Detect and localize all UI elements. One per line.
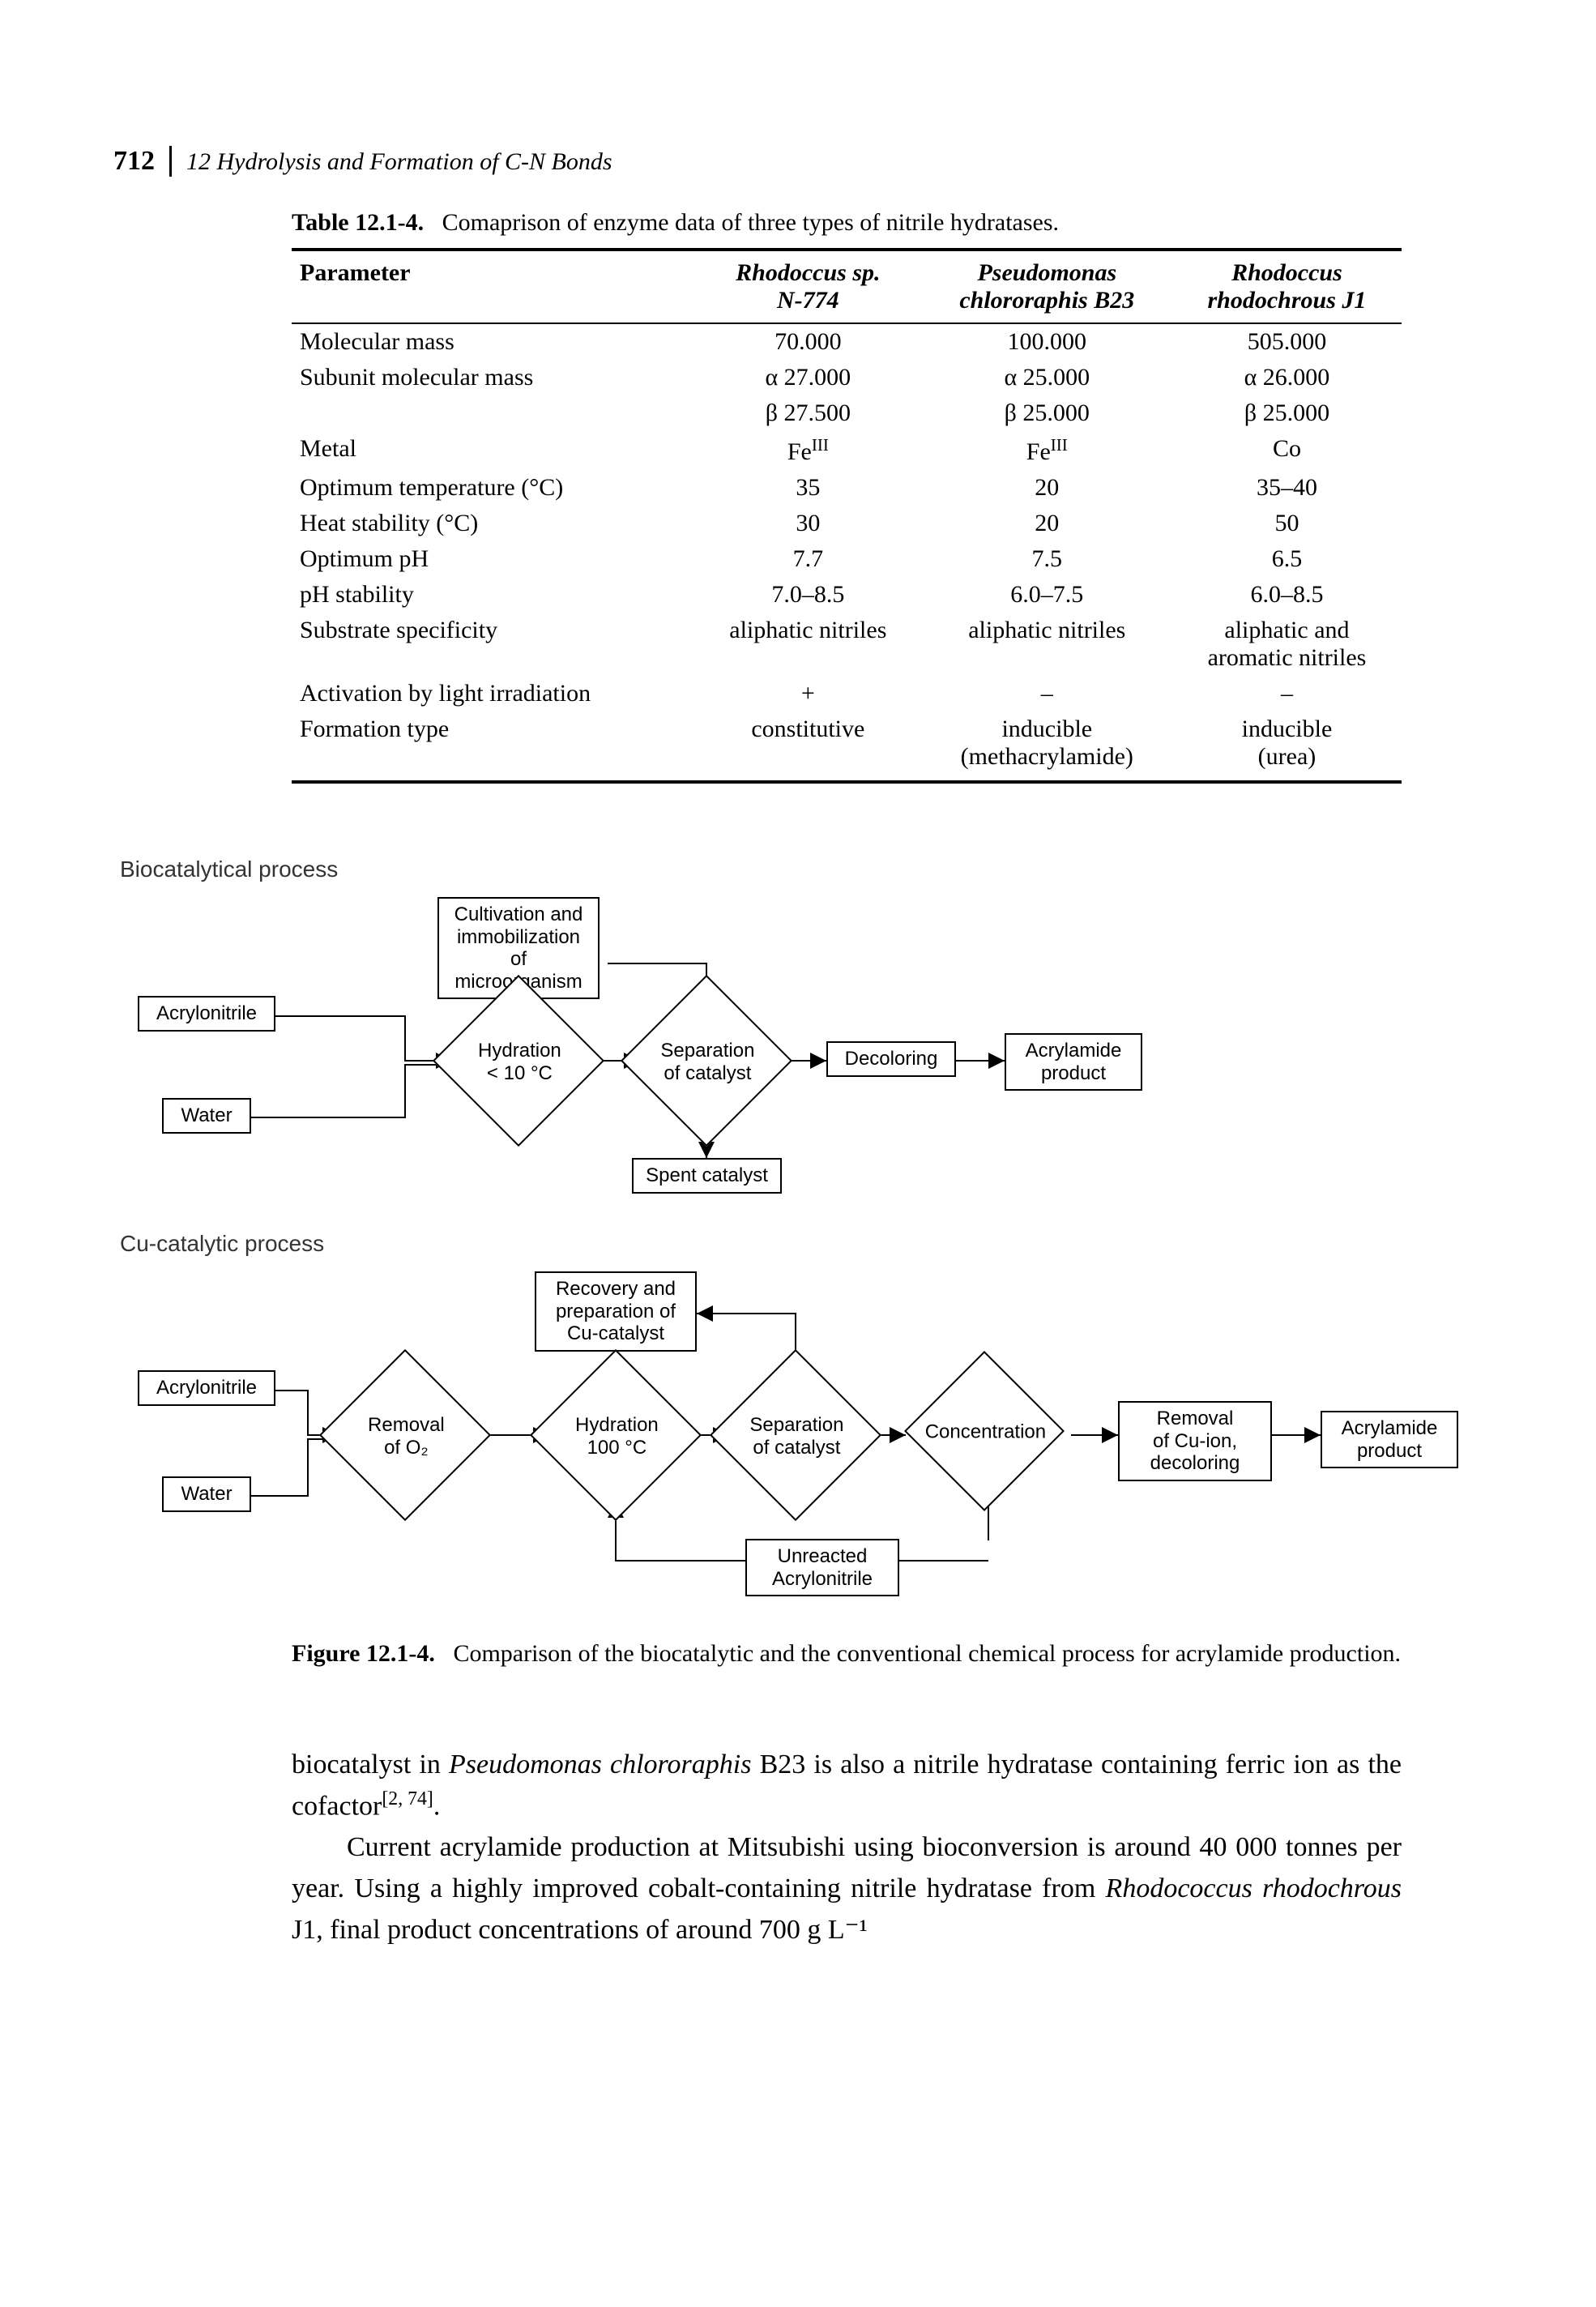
col-3: Rhodoccus rhodochrous J1 xyxy=(1172,250,1402,323)
table-cell: 100.000 xyxy=(922,323,1172,360)
table-cell: 7.7 xyxy=(694,541,922,577)
table-cell: Optimum temperature (°C) xyxy=(292,470,694,506)
table-cell: Co xyxy=(1172,431,1402,470)
node-recovery: Recovery and preparation of Cu-catalyst xyxy=(535,1271,697,1352)
table-cell: 20 xyxy=(922,506,1172,541)
table-row: Formation typeconstitutiveinducible (met… xyxy=(292,711,1402,782)
table-row: Optimum pH7.77.56.5 xyxy=(292,541,1402,577)
table-block: Table 12.1-4. Comaprison of enzyme data … xyxy=(292,209,1402,784)
table-cell: Subunit molecular mass xyxy=(292,360,694,395)
table-cell: 6.0–7.5 xyxy=(922,577,1172,613)
cu-flowchart: Recovery and preparation of Cu-catalyst … xyxy=(113,1265,1442,1613)
node-product-2: Acrylamide product xyxy=(1321,1411,1458,1468)
table-cell: 6.5 xyxy=(1172,541,1402,577)
col-2: Pseudomonas chlororaphis B23 xyxy=(922,250,1172,323)
page-number: 712 xyxy=(113,146,172,177)
table-cell: inducible (urea) xyxy=(1172,711,1402,782)
table-row: MetalFeIIIFeIIICo xyxy=(292,431,1402,470)
table-cell: β 25.000 xyxy=(922,395,1172,431)
table-cell: Substrate specificity xyxy=(292,613,694,676)
chapter-title: 12 Hydrolysis and Formation of C-N Bonds xyxy=(186,148,612,176)
table-cell: 70.000 xyxy=(694,323,922,360)
table-cell: β 27.500 xyxy=(694,395,922,431)
table-cell: 7.0–8.5 xyxy=(694,577,922,613)
col-1: Rhodoccus sp. N-774 xyxy=(694,250,922,323)
figure-caption-text: Comparison of the biocatalytic and the c… xyxy=(453,1640,1401,1667)
node-acrylonitrile-2: Acrylonitrile xyxy=(138,1370,275,1406)
table-cell xyxy=(292,395,694,431)
col-parameter: Parameter xyxy=(292,250,694,323)
paragraph-1: biocatalyst in Pseudomonas chlororaphis … xyxy=(292,1744,1402,1826)
table-cell: 35–40 xyxy=(1172,470,1402,506)
node-unreacted: Unreacted Acrylonitrile xyxy=(745,1539,899,1596)
cu-process-label: Cu-catalytic process xyxy=(120,1231,1450,1257)
table-cell: FeIII xyxy=(922,431,1172,470)
table-cell: Formation type xyxy=(292,711,694,782)
enzyme-table: Parameter Rhodoccus sp. N-774 Pseudomona… xyxy=(292,248,1402,784)
page: 712 12 Hydrolysis and Formation of C-N B… xyxy=(0,0,1596,2307)
table-row: Subunit molecular massα 27.000α 25.000α … xyxy=(292,360,1402,395)
table-cell: aliphatic nitriles xyxy=(922,613,1172,676)
table-cell: 50 xyxy=(1172,506,1402,541)
table-cell: – xyxy=(1172,676,1402,711)
node-decoloring: Decoloring xyxy=(826,1041,956,1077)
table-row: Optimum temperature (°C)352035–40 xyxy=(292,470,1402,506)
table-caption: Table 12.1-4. Comaprison of enzyme data … xyxy=(292,209,1402,237)
table-cell: 35 xyxy=(694,470,922,506)
table-cell: aliphatic and aromatic nitriles xyxy=(1172,613,1402,676)
node-spent: Spent catalyst xyxy=(632,1158,782,1194)
table-cell: Molecular mass xyxy=(292,323,694,360)
table-row: Activation by light irradiation+–– xyxy=(292,676,1402,711)
table-cell: FeIII xyxy=(694,431,922,470)
table-cell: Metal xyxy=(292,431,694,470)
bio-process-label: Biocatalytical process xyxy=(120,857,1450,882)
node-water: Water xyxy=(162,1098,251,1134)
table-cell: α 25.000 xyxy=(922,360,1172,395)
table-cell: pH stability xyxy=(292,577,694,613)
bio-flowchart: Cultivation and immobilization of microo… xyxy=(113,891,1442,1198)
node-removal-cu: Removal of Cu-ion, decoloring xyxy=(1118,1401,1272,1481)
table-cell: constitutive xyxy=(694,711,922,782)
node-water-2: Water xyxy=(162,1476,251,1512)
table-row: Substrate specificityaliphatic nitrilesa… xyxy=(292,613,1402,676)
table-row: β 27.500β 25.000β 25.000 xyxy=(292,395,1402,431)
bio-process-section: Biocatalytical process xyxy=(113,857,1450,1198)
table-cell: 30 xyxy=(694,506,922,541)
table-cell: Heat stability (°C) xyxy=(292,506,694,541)
cu-process-section: Cu-catalytic process xyxy=(113,1231,1450,1613)
table-cell: α 27.000 xyxy=(694,360,922,395)
table-cell: inducible (methacrylamide) xyxy=(922,711,1172,782)
figure-caption-label: Figure 12.1-4. xyxy=(292,1640,435,1667)
table-row: Molecular mass70.000100.000505.000 xyxy=(292,323,1402,360)
table-cell: 7.5 xyxy=(922,541,1172,577)
table-cell: 6.0–8.5 xyxy=(1172,577,1402,613)
table-cell: 505.000 xyxy=(1172,323,1402,360)
table-cell: + xyxy=(694,676,922,711)
table-cell: – xyxy=(922,676,1172,711)
figure-caption: Figure 12.1-4. Comparison of the biocata… xyxy=(292,1638,1402,1671)
table-cell: α 26.000 xyxy=(1172,360,1402,395)
paragraph-2: Current acrylamide production at Mitsubi… xyxy=(292,1826,1402,1950)
table-cell: aliphatic nitriles xyxy=(694,613,922,676)
node-product: Acrylamide product xyxy=(1005,1033,1142,1091)
table-caption-label: Table 12.1-4. xyxy=(292,209,424,236)
node-acrylonitrile: Acrylonitrile xyxy=(138,996,275,1032)
table-cell: β 25.000 xyxy=(1172,395,1402,431)
running-header: 712 12 Hydrolysis and Formation of C-N B… xyxy=(113,146,1450,177)
table-row: pH stability7.0–8.56.0–7.56.0–8.5 xyxy=(292,577,1402,613)
table-caption-text: Comaprison of enzyme data of three types… xyxy=(442,209,1059,236)
body-text: biocatalyst in Pseudomonas chlororaphis … xyxy=(292,1744,1402,1950)
table-cell: Activation by light irradiation xyxy=(292,676,694,711)
table-cell: 20 xyxy=(922,470,1172,506)
table-row: Heat stability (°C)302050 xyxy=(292,506,1402,541)
table-cell: Optimum pH xyxy=(292,541,694,577)
